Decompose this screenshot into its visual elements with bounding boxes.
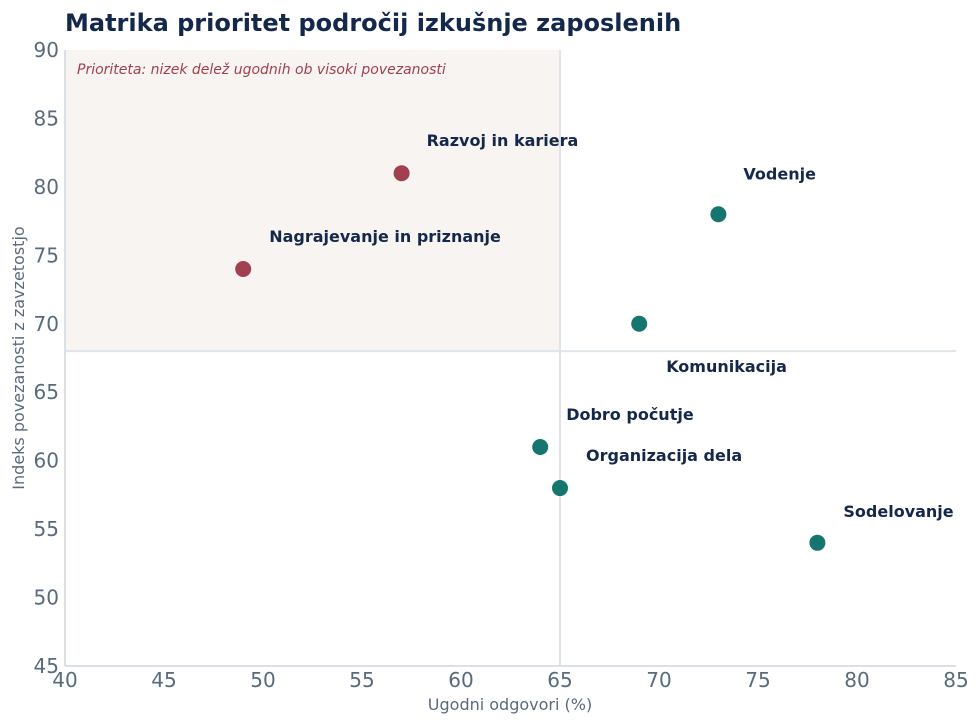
y-axis-label: Indeks povezanosti z zavzetostjo: [9, 226, 28, 489]
quadrant-note: Prioriteta: nizek delež ugodnih ob visok…: [77, 62, 446, 78]
y-ticks: 45 50 55 60 65 70 75 80 85 90: [34, 38, 59, 678]
x-tick-label: 70: [646, 668, 671, 692]
point-label: Nagrajevanje in priznanje: [269, 227, 501, 246]
data-point: [532, 438, 549, 455]
point-label: Organizacija dela: [586, 446, 742, 465]
data-point: [235, 261, 252, 278]
x-tick-label: 80: [844, 668, 869, 692]
data-point: [631, 315, 648, 332]
x-tick-label: 50: [250, 668, 275, 692]
chart-title: Matrika prioritet področij izkušnje zapo…: [65, 9, 681, 37]
y-tick-label: 45: [34, 654, 59, 678]
data-point: [552, 480, 568, 497]
point-label: Komunikacija: [666, 357, 787, 376]
y-tick-label: 70: [34, 312, 59, 336]
x-tick-label: 85: [943, 668, 968, 692]
data-points: [235, 165, 826, 551]
data-point: [393, 165, 410, 182]
y-tick-label: 85: [34, 106, 59, 130]
y-tick-label: 50: [34, 586, 59, 610]
x-tick-label: 60: [448, 668, 473, 692]
y-tick-label: 65: [34, 380, 59, 404]
data-point: [710, 206, 727, 223]
y-tick-label: 75: [34, 243, 59, 267]
point-labels: Razvoj in kariera Nagrajevanje in priznan…: [269, 131, 954, 521]
x-tick-label: 40: [52, 668, 77, 692]
x-tick-label: 65: [547, 668, 572, 692]
x-ticks: 40 45 50 55 60 65 70 75 80 85: [52, 668, 968, 692]
y-tick-label: 55: [34, 517, 59, 541]
y-tick-label: 90: [34, 38, 59, 62]
priority-quadrant: [65, 50, 560, 352]
point-label: Vodenje: [743, 164, 816, 183]
y-tick-label: 80: [34, 175, 59, 199]
x-tick-label: 75: [745, 668, 770, 692]
data-point: [809, 534, 826, 551]
point-label: Razvoj in kariera: [427, 131, 579, 150]
x-axis-label: Ugodni odgovori (%): [428, 695, 592, 714]
point-label: Dobro počutje: [566, 405, 694, 424]
y-tick-label: 60: [34, 449, 59, 473]
x-tick-label: 55: [349, 668, 374, 692]
point-label: Sodelovanje: [843, 502, 953, 521]
x-tick-label: 45: [151, 668, 176, 692]
